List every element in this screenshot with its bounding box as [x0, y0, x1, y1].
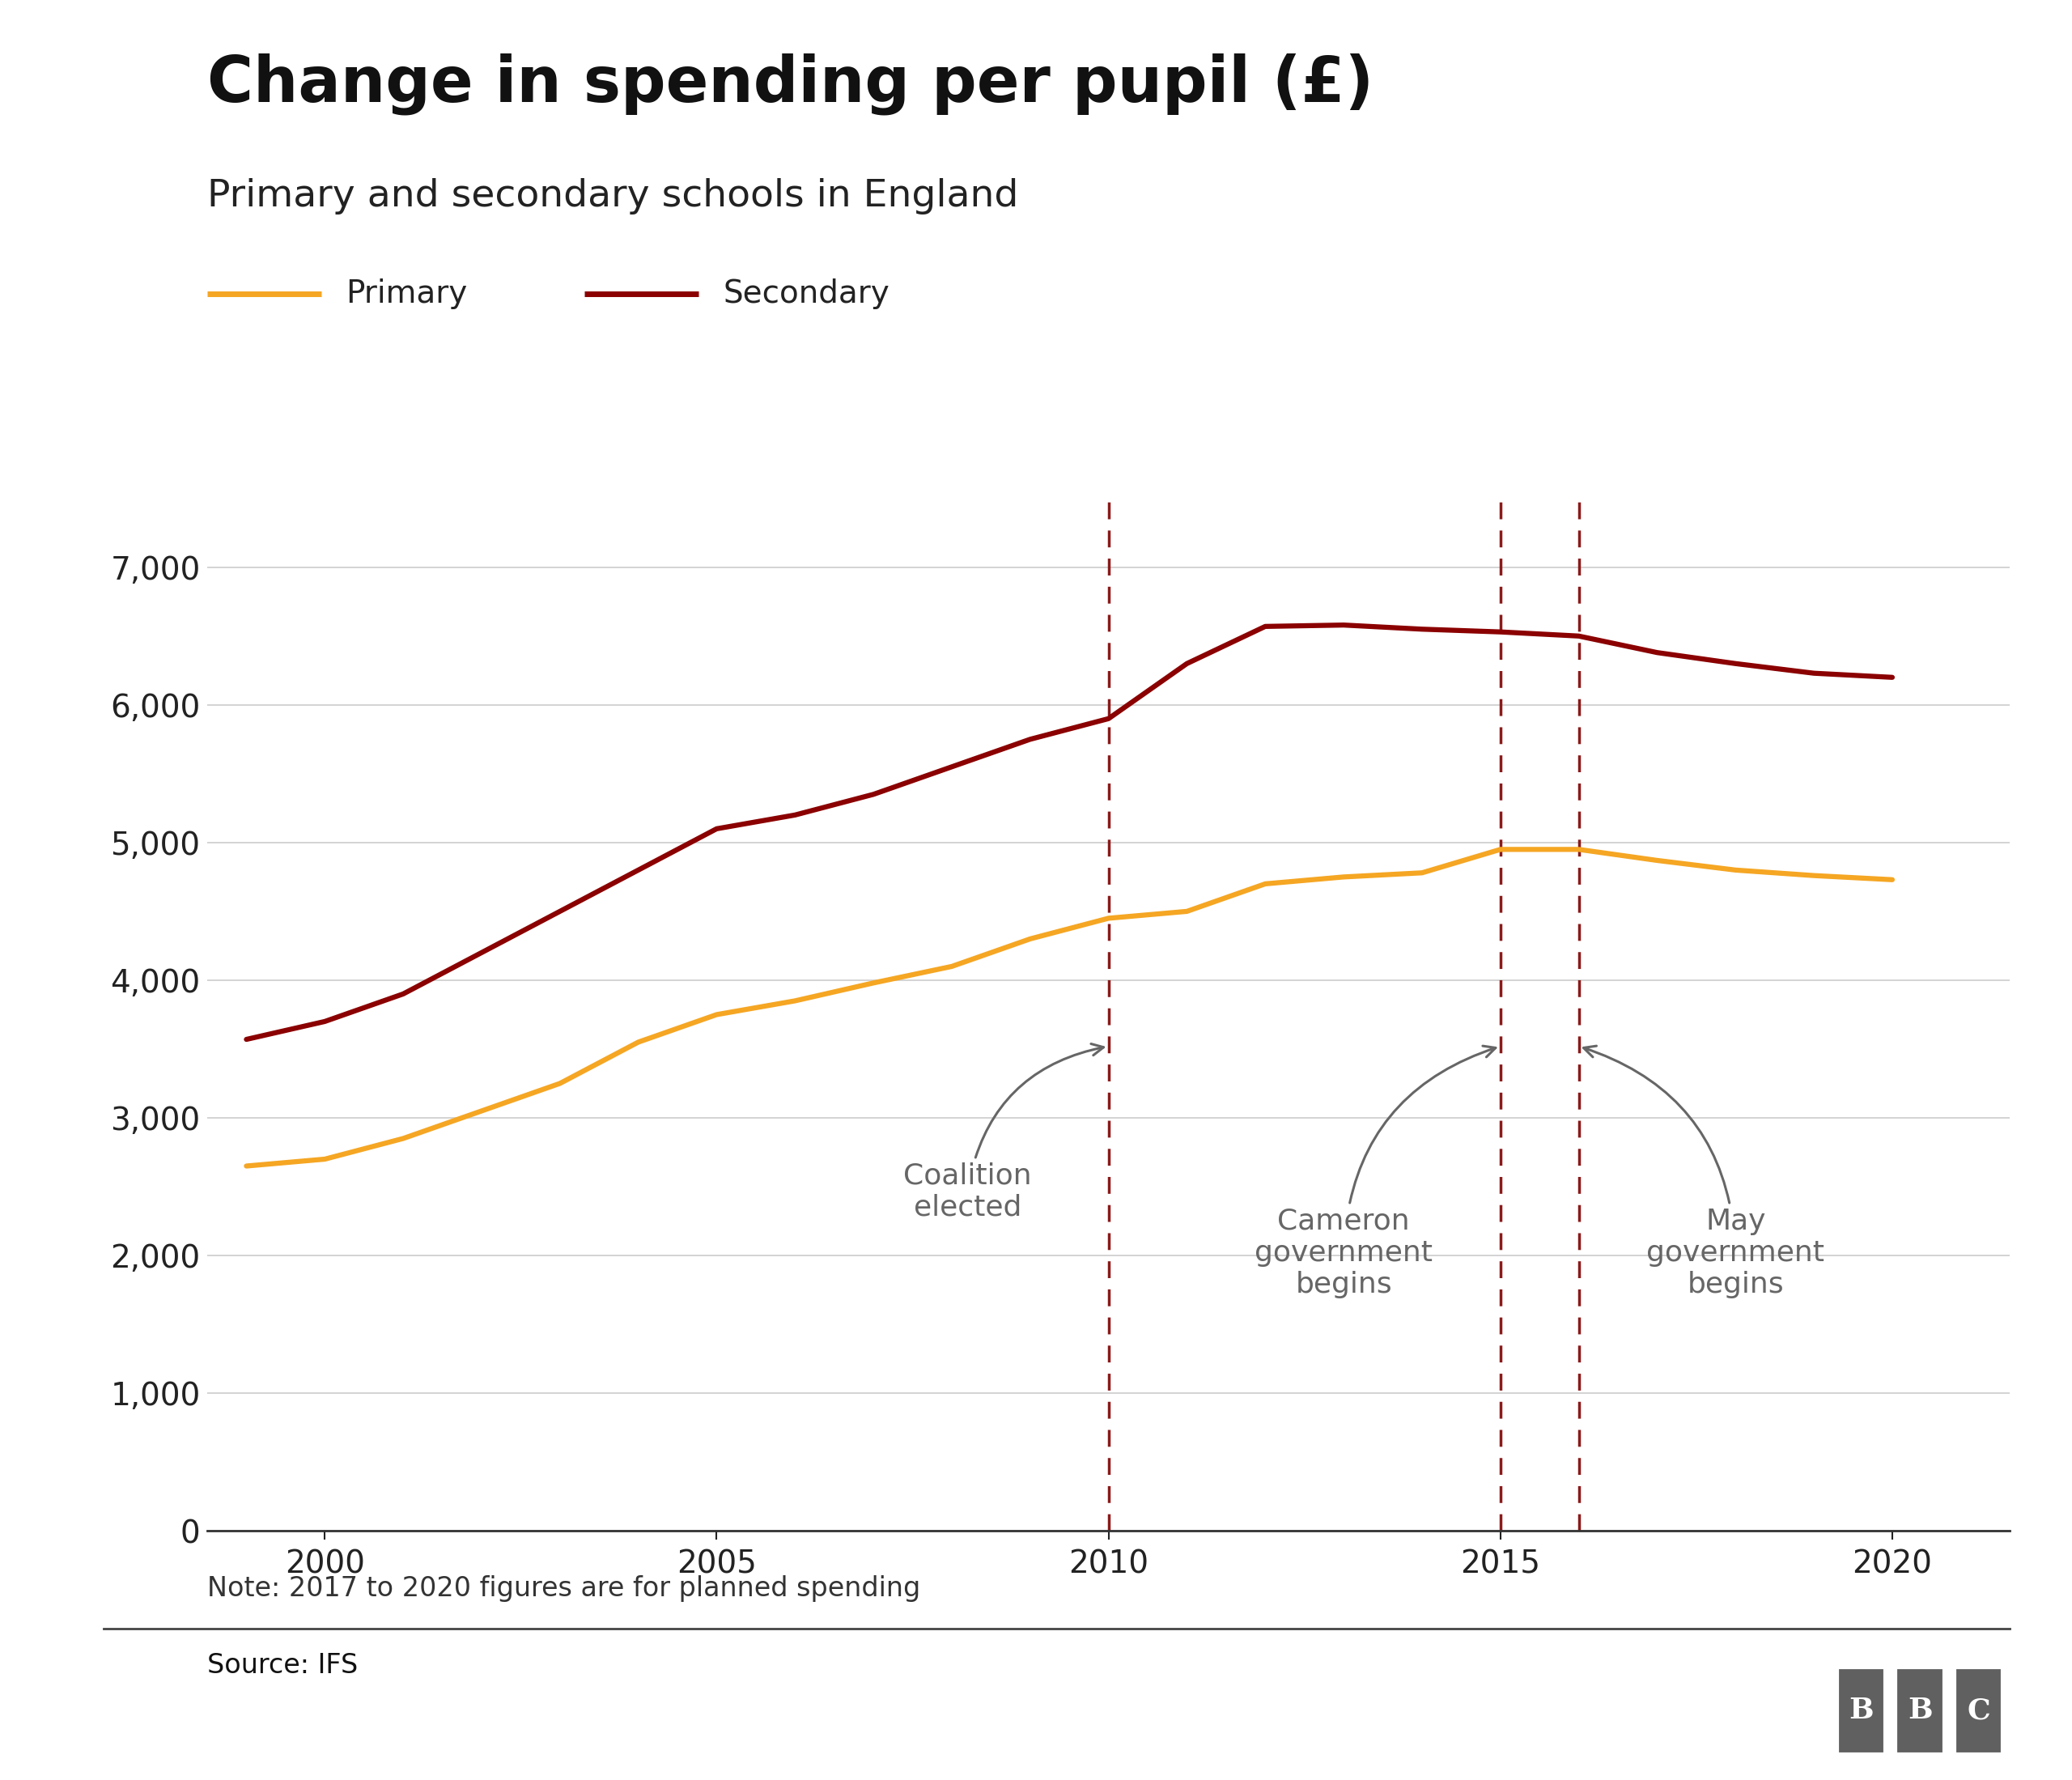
Text: B: B	[1908, 1696, 1933, 1725]
Secondary	[1879, 668, 1904, 689]
Primary	[547, 1073, 572, 1095]
Primary	[1645, 849, 1670, 870]
Secondary	[1254, 616, 1278, 637]
Text: Note: 2017 to 2020 figures are for planned spending: Note: 2017 to 2020 figures are for plann…	[207, 1575, 920, 1602]
Secondary	[1017, 728, 1042, 749]
Primary	[1801, 865, 1825, 886]
Primary	[862, 972, 887, 993]
Secondary	[547, 901, 572, 922]
Primary	[468, 1100, 493, 1121]
Secondary	[1566, 625, 1591, 646]
Primary	[392, 1129, 416, 1150]
Text: Secondary: Secondary	[723, 278, 889, 310]
Bar	[1838, 1668, 1886, 1753]
Secondary	[1096, 708, 1121, 730]
Primary	[704, 1004, 729, 1025]
Bar	[1896, 1668, 1944, 1753]
Secondary	[939, 756, 963, 778]
Text: Primary: Primary	[346, 278, 468, 310]
Primary	[1175, 901, 1200, 922]
Secondary	[1175, 653, 1200, 675]
Primary	[1254, 874, 1278, 895]
Secondary	[392, 983, 416, 1004]
Secondary	[626, 860, 651, 881]
Line: Secondary: Secondary	[247, 625, 1892, 1040]
Primary	[1017, 927, 1042, 949]
Bar	[1954, 1668, 2004, 1753]
Primary	[1096, 908, 1121, 929]
Primary	[1409, 862, 1434, 883]
Secondary	[1409, 618, 1434, 639]
Secondary	[704, 819, 729, 840]
Primary	[313, 1148, 338, 1169]
Text: Coalition
elected: Coalition elected	[903, 1043, 1104, 1221]
Secondary	[1645, 643, 1670, 664]
Text: Source: IFS: Source: IFS	[207, 1652, 358, 1679]
Secondary	[234, 1029, 259, 1050]
Secondary	[1801, 662, 1825, 684]
Text: Primary and secondary schools in England: Primary and secondary schools in England	[207, 178, 1019, 214]
Secondary	[313, 1011, 338, 1032]
Secondary	[1724, 653, 1749, 675]
Text: C: C	[1966, 1696, 1991, 1725]
Primary	[234, 1155, 259, 1177]
Text: Cameron
government
begins: Cameron government begins	[1256, 1047, 1496, 1299]
Primary	[626, 1031, 651, 1052]
Primary	[1488, 838, 1513, 860]
Text: May
government
begins: May government begins	[1583, 1047, 1825, 1299]
Line: Primary: Primary	[247, 849, 1892, 1166]
Secondary	[1330, 614, 1355, 635]
Secondary	[1488, 621, 1513, 643]
Text: B: B	[1848, 1696, 1873, 1725]
Secondary	[862, 783, 887, 805]
Text: Change in spending per pupil (£): Change in spending per pupil (£)	[207, 53, 1374, 116]
Primary	[939, 956, 963, 977]
Primary	[1566, 838, 1591, 860]
Primary	[1724, 860, 1749, 881]
Secondary	[783, 805, 808, 826]
Primary	[1879, 869, 1904, 890]
Secondary	[468, 942, 493, 963]
Primary	[1330, 867, 1355, 888]
Primary	[783, 990, 808, 1011]
